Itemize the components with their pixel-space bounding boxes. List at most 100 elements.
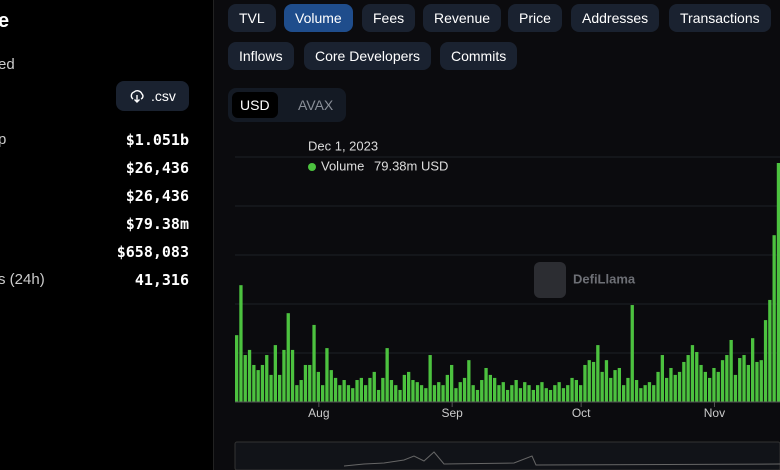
tab[interactable]: Price bbox=[508, 4, 562, 32]
bar bbox=[665, 377, 669, 402]
bar bbox=[450, 364, 454, 402]
bar bbox=[282, 349, 286, 402]
bar bbox=[342, 380, 346, 402]
tab[interactable]: Addresses bbox=[571, 4, 660, 32]
bar bbox=[712, 367, 716, 402]
download-icon bbox=[130, 90, 144, 103]
x-tick-label: Aug bbox=[308, 406, 329, 420]
bar bbox=[235, 335, 239, 402]
stat-value: $1.051b bbox=[125, 131, 189, 149]
watermark-logo bbox=[534, 262, 566, 298]
bar bbox=[652, 385, 656, 402]
range-brush bbox=[234, 441, 780, 470]
bar bbox=[751, 338, 755, 402]
bar bbox=[497, 385, 501, 402]
bar bbox=[239, 285, 243, 402]
currency-option[interactable]: USD bbox=[232, 92, 278, 118]
bar bbox=[338, 385, 342, 402]
bar bbox=[471, 385, 475, 402]
bar bbox=[308, 364, 312, 402]
tab[interactable]: TVL bbox=[228, 4, 276, 32]
x-tick-label: Nov bbox=[704, 406, 725, 420]
bar bbox=[548, 389, 553, 402]
bar bbox=[260, 364, 265, 402]
bar bbox=[407, 371, 411, 402]
heading: e bbox=[0, 10, 10, 32]
bar bbox=[531, 389, 535, 402]
bar bbox=[720, 360, 725, 402]
bar bbox=[432, 385, 437, 402]
bar bbox=[321, 385, 325, 402]
bar bbox=[480, 380, 484, 402]
bar bbox=[523, 382, 527, 402]
tab[interactable]: Volume bbox=[284, 4, 353, 32]
bar bbox=[467, 360, 471, 402]
stat-value: 41,316 bbox=[134, 271, 189, 289]
bar bbox=[708, 377, 712, 402]
bar bbox=[381, 377, 385, 402]
bar bbox=[570, 377, 574, 402]
bar bbox=[514, 380, 518, 402]
stat-value: $79.38m bbox=[125, 215, 189, 233]
csv-button[interactable]: .csv bbox=[116, 81, 189, 111]
tab[interactable]: Fees bbox=[362, 4, 416, 32]
currency-option[interactable]: AVAX bbox=[298, 97, 334, 113]
bar bbox=[290, 349, 295, 402]
chart: DefiLlama Aug Sep Oct Nov Dec 1, 2023 Volume 79… bbox=[234, 138, 780, 470]
bar bbox=[256, 370, 260, 402]
tab[interactable]: Commits bbox=[440, 42, 518, 70]
bar bbox=[639, 388, 643, 402]
bar bbox=[613, 370, 617, 402]
bar bbox=[475, 389, 480, 402]
bar bbox=[346, 385, 351, 402]
bar bbox=[647, 382, 652, 402]
bar bbox=[772, 235, 776, 402]
bar bbox=[746, 364, 750, 402]
bar bbox=[493, 377, 497, 402]
bar bbox=[634, 380, 639, 402]
bar bbox=[389, 380, 394, 402]
bar bbox=[355, 380, 359, 402]
bar bbox=[368, 377, 372, 402]
bar bbox=[776, 163, 780, 402]
tab[interactable]: Revenue bbox=[423, 4, 502, 32]
bar bbox=[359, 377, 363, 402]
watermark: DefiLlama bbox=[573, 271, 636, 286]
bar bbox=[583, 364, 587, 402]
bar bbox=[286, 313, 290, 402]
bar bbox=[742, 355, 746, 402]
bar bbox=[273, 345, 277, 402]
bar bbox=[557, 382, 561, 402]
bar bbox=[312, 324, 316, 402]
tab[interactable]: Transactions bbox=[669, 4, 771, 32]
bar bbox=[398, 389, 402, 402]
bar bbox=[510, 385, 514, 402]
bar bbox=[673, 374, 677, 402]
bar bbox=[622, 385, 626, 402]
tooltip-value: 79.38m USD bbox=[374, 158, 448, 173]
tooltip-date: Dec 1, 2023 bbox=[308, 138, 378, 153]
sidebar: e ed .csv p $1.051b $26,436 $26,436 $79.38m $… bbox=[0, 0, 214, 470]
subheading: ed bbox=[0, 56, 15, 73]
bar bbox=[768, 299, 772, 402]
tab[interactable]: Inflows bbox=[228, 42, 294, 70]
bar bbox=[725, 355, 729, 402]
bar bbox=[561, 388, 566, 402]
bar bbox=[729, 339, 733, 402]
bar bbox=[402, 374, 406, 402]
tab[interactable]: Core Developers bbox=[304, 42, 432, 70]
bar bbox=[699, 364, 703, 402]
bar bbox=[579, 385, 583, 402]
bar bbox=[574, 380, 578, 402]
bar bbox=[454, 388, 458, 402]
bar bbox=[553, 385, 557, 402]
stat-label: p bbox=[0, 131, 7, 148]
bar bbox=[411, 380, 415, 402]
bar bbox=[660, 355, 664, 402]
bar bbox=[428, 355, 432, 402]
bar bbox=[759, 360, 763, 402]
bar bbox=[544, 388, 548, 402]
bar bbox=[269, 374, 273, 402]
bar bbox=[445, 374, 449, 402]
bar bbox=[609, 377, 613, 402]
